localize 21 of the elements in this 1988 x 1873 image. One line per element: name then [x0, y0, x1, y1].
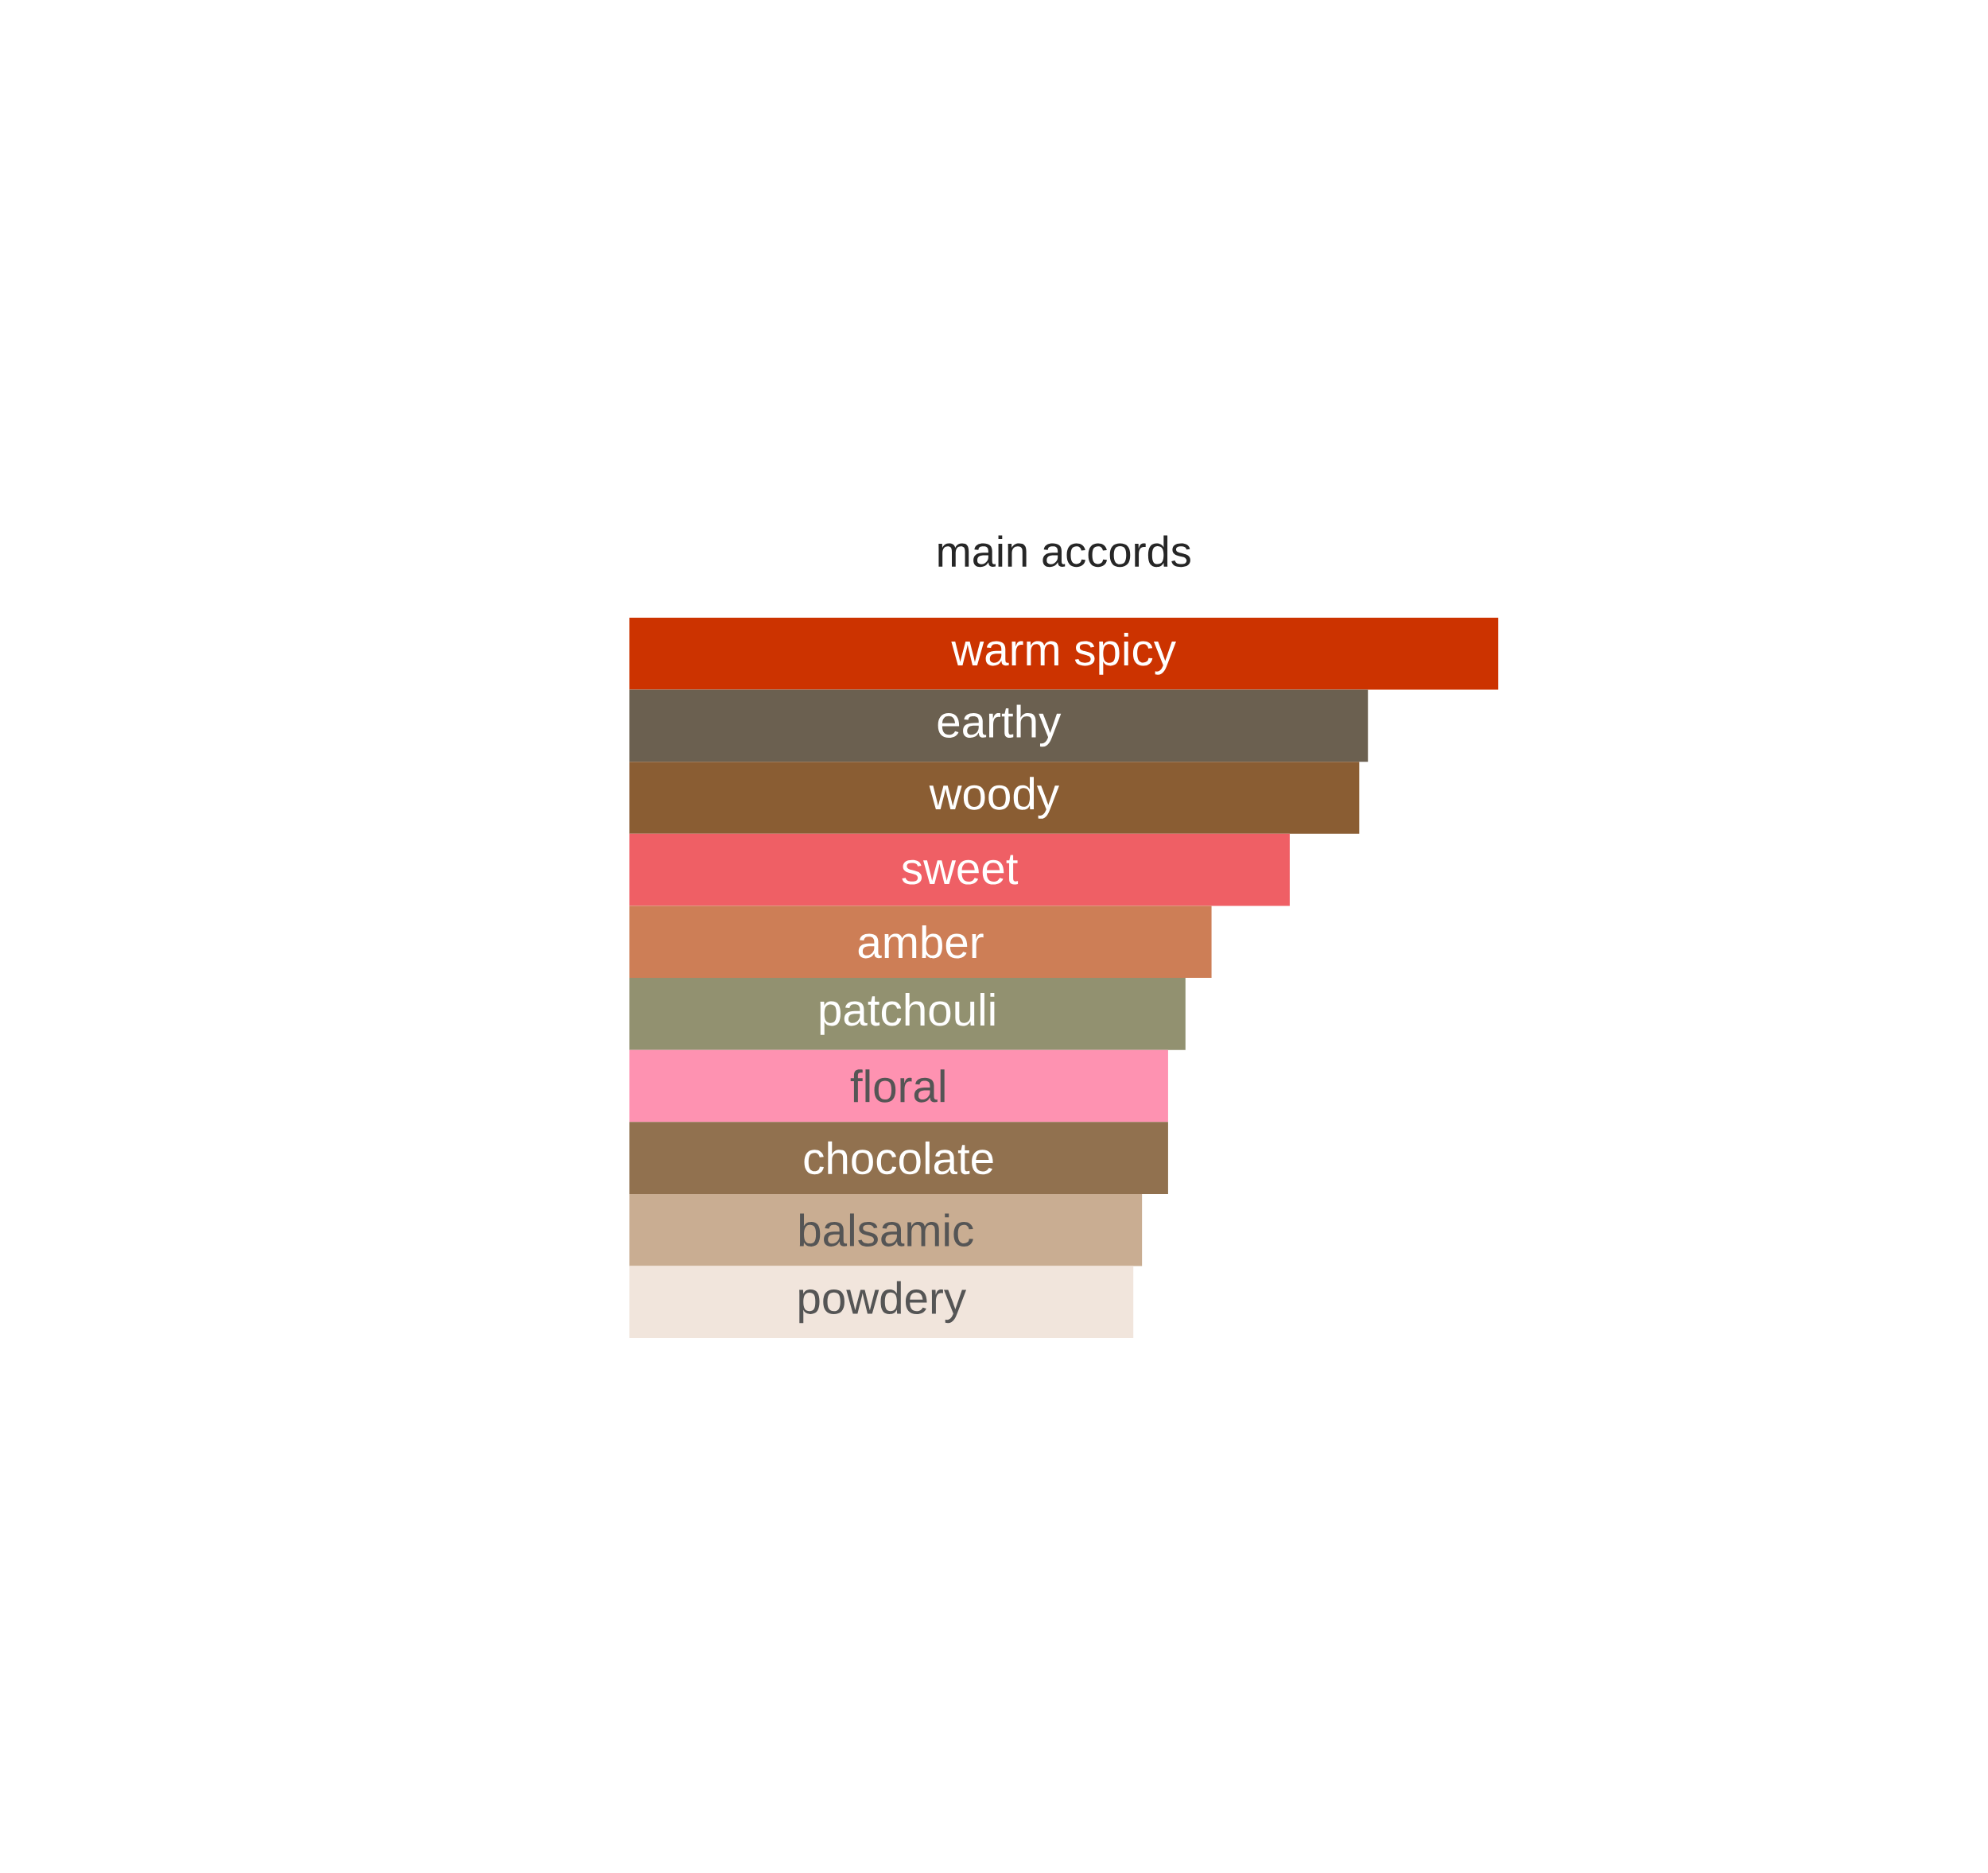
bar: [629, 833, 1290, 906]
bar: [629, 1049, 1168, 1123]
bar: [629, 978, 1186, 1050]
chart-title: main accords: [938, 535, 1190, 568]
bar: [629, 1193, 1143, 1266]
y-tick-label: amber: [858, 925, 984, 959]
y-tick-label: woody: [929, 777, 1059, 819]
bar: [629, 1122, 1168, 1194]
bar: [629, 905, 1212, 979]
y-tick-label: patchouli: [820, 993, 995, 1035]
bar: [629, 617, 1499, 690]
bar: [629, 1266, 1134, 1339]
y-tick-label: floral: [850, 1069, 945, 1103]
y-tick-label: warm spicy: [951, 632, 1176, 675]
y-tick-label: earthy: [938, 704, 1062, 747]
bar: [629, 762, 1360, 834]
y-tick-label: sweet: [902, 855, 1019, 885]
y-tick-label: balsamic: [799, 1213, 973, 1247]
y-tick-label: powdery: [799, 1281, 967, 1324]
bar: [629, 689, 1369, 762]
y-tick-label: chocolate: [804, 1141, 993, 1175]
